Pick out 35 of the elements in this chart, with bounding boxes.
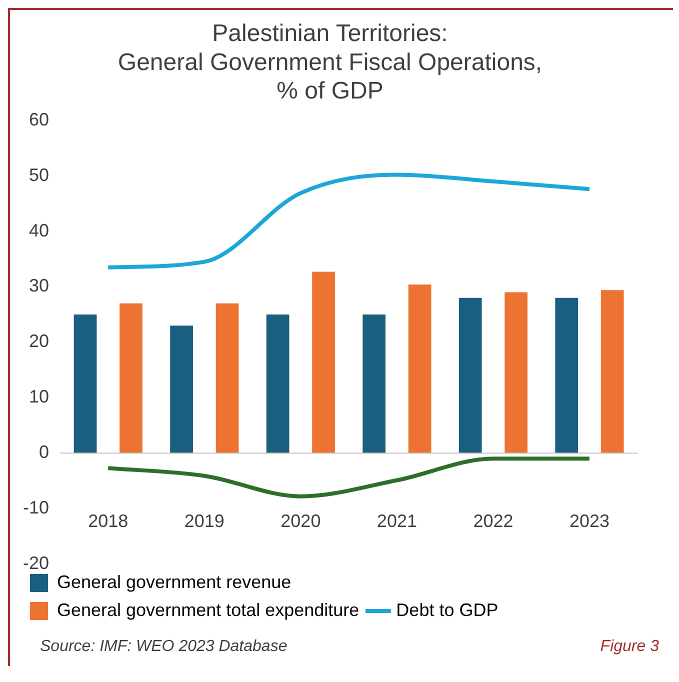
y-tick-label: 60	[28, 109, 50, 130]
bar	[600, 290, 624, 454]
bar	[555, 298, 578, 454]
bar	[120, 303, 142, 454]
line-series	[106, 172, 592, 270]
chart-title: Palestinian Territories: General Government Fiscal Operations, % of GDP	[118, 20, 542, 105]
caption: Figure 3	[600, 638, 659, 656]
x-tick-label: 2021	[376, 510, 417, 531]
bar	[170, 326, 193, 454]
bar	[504, 292, 528, 454]
bar	[362, 314, 386, 454]
bar	[312, 272, 335, 454]
line-series	[106, 456, 592, 498]
source-note: Source: IMF: WEO 2023 Database	[40, 638, 288, 656]
y-tick-label: 50	[28, 164, 50, 185]
y-tick-label: -20	[23, 552, 50, 573]
legend-label: Debt to GDP	[396, 600, 498, 620]
bar	[74, 314, 97, 454]
bar	[216, 303, 239, 454]
bar	[458, 298, 482, 454]
y-tick-label: 0	[39, 442, 50, 462]
x-tick-label: 2018	[88, 510, 128, 531]
x-tick-label: 2020	[280, 510, 321, 531]
y-tick-label: 10	[28, 386, 50, 407]
x-tick-label: 2023	[569, 510, 610, 531]
x-tick-label: 2022	[473, 510, 514, 531]
x-tick-label: 2019	[184, 510, 224, 531]
bar	[408, 284, 432, 454]
legend-label: General government revenue	[57, 572, 292, 592]
bar	[266, 314, 290, 454]
y-tick-label: 40	[28, 220, 50, 240]
legend-label: General government total expenditure	[57, 600, 360, 620]
y-tick-label: 20	[28, 331, 50, 352]
y-tick-label: -10	[23, 498, 50, 518]
y-tick-label: 30	[28, 276, 50, 296]
